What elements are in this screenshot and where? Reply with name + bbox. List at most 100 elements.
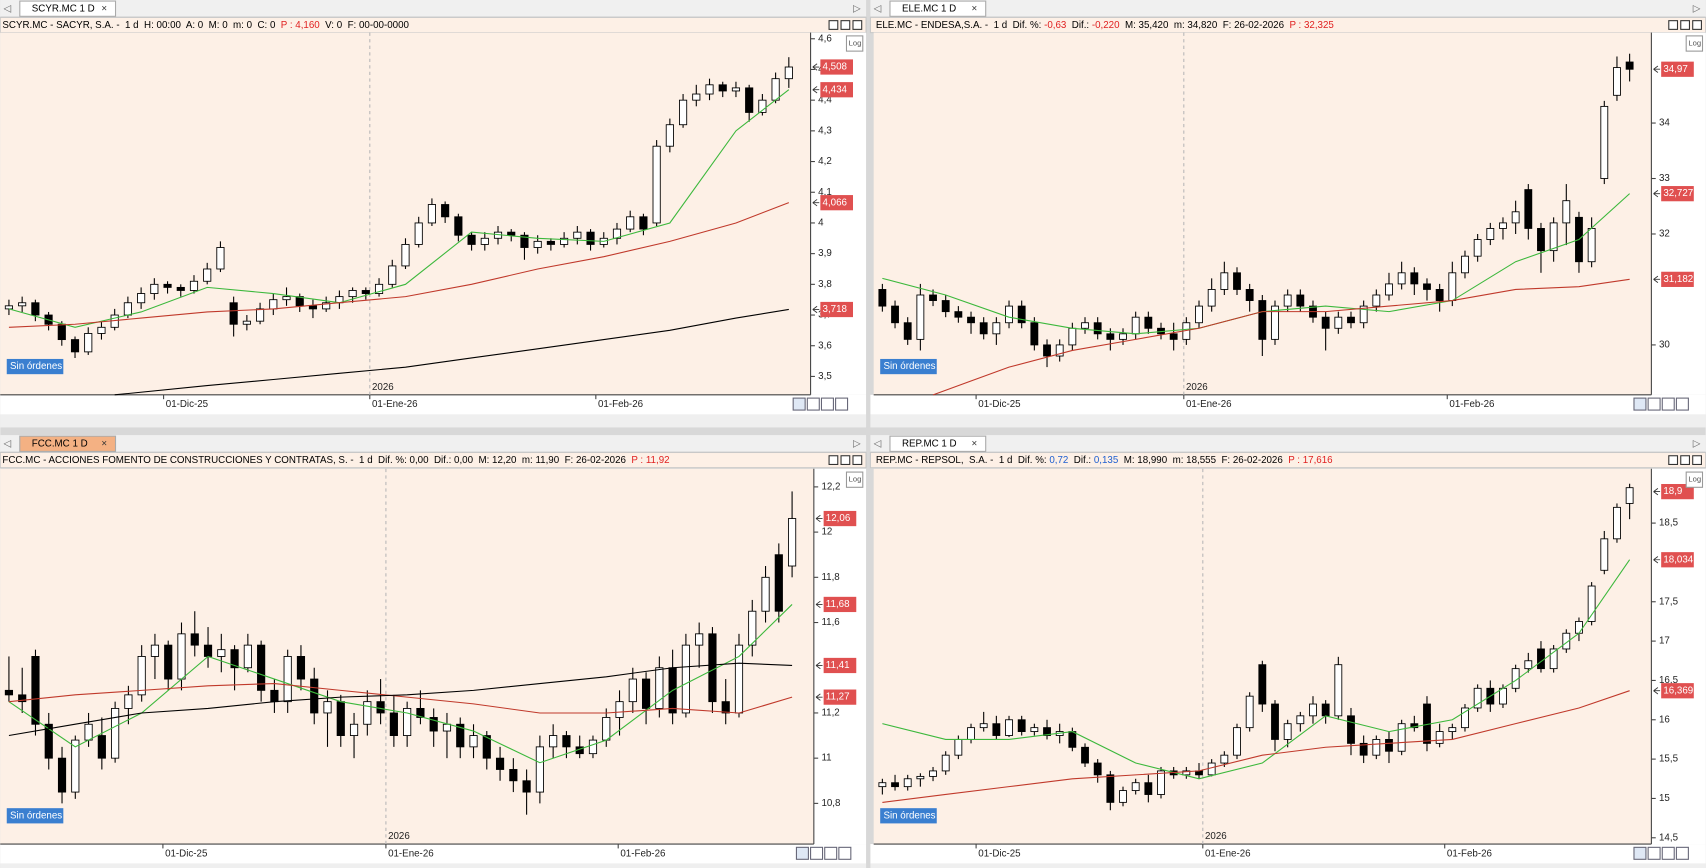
orders-badge[interactable] (880, 358, 937, 375)
window-button[interactable] (828, 455, 839, 465)
toolbar-button[interactable] (1661, 397, 1675, 411)
candle-body (507, 231, 516, 236)
window-button[interactable] (1668, 20, 1679, 30)
toolbar-button[interactable] (1675, 397, 1689, 411)
tab[interactable] (19, 0, 117, 17)
window-button[interactable] (1680, 455, 1690, 465)
tab-label[interactable]: ELE.MC 1 D (902, 3, 956, 14)
toolbar-button[interactable] (1661, 846, 1675, 860)
candle-body (588, 739, 598, 755)
tag-arrow (815, 514, 823, 523)
candle-body (1207, 762, 1216, 776)
tab[interactable] (889, 0, 987, 17)
orders-badge[interactable] (6, 808, 64, 824)
candle-body (31, 302, 40, 316)
toolbar-button[interactable] (820, 397, 834, 411)
toolbar-button[interactable] (1647, 397, 1661, 411)
orders-badge[interactable] (880, 808, 937, 824)
candle-body (137, 293, 146, 304)
candle-body (1220, 754, 1229, 764)
price-tag-label: 12,06 (826, 513, 850, 524)
window-button[interactable] (1668, 455, 1679, 465)
candle-body (1271, 703, 1279, 740)
orders-badge-label[interactable]: Sin órdenes (10, 361, 62, 372)
tab[interactable] (19, 435, 117, 452)
tab[interactable] (889, 435, 987, 452)
candle-body (429, 717, 438, 732)
window-button[interactable] (840, 455, 851, 465)
toolbar-button[interactable] (1675, 846, 1689, 860)
tab-close[interactable]: × (101, 3, 107, 14)
candle-body (1119, 333, 1127, 340)
candle-body (522, 780, 531, 793)
toolbar-button[interactable] (824, 846, 838, 860)
toolbar-button[interactable] (810, 846, 824, 860)
price-tag (1661, 552, 1694, 568)
window-button[interactable] (852, 20, 863, 30)
candle-body (1017, 719, 1026, 733)
price-tag (1661, 186, 1694, 202)
header-bar (0, 451, 867, 469)
window-button[interactable] (852, 455, 863, 465)
header-segment: 0,72 (1049, 455, 1068, 466)
y-tick-label: 4,2 (818, 156, 832, 167)
candle-body (1283, 294, 1292, 307)
candle-body (243, 644, 252, 669)
toolbar-button[interactable] (838, 846, 852, 860)
tab-arrow: ◁ (3, 438, 11, 449)
candle-body (348, 290, 357, 298)
header-segment: V: 0 F: 00-00-0000 (320, 20, 410, 31)
tab-close[interactable]: × (101, 438, 107, 449)
candle-body (1068, 731, 1077, 748)
y-tick-label: 4,6 (818, 33, 832, 44)
log-button-label[interactable]: Log (849, 39, 862, 48)
candle-body (203, 268, 212, 282)
orders-badge[interactable] (6, 358, 64, 375)
candle-body (467, 234, 476, 245)
log-button-label[interactable]: Log (849, 475, 862, 484)
price-tag (823, 657, 857, 674)
candle-body (1410, 272, 1419, 285)
toolbar-button[interactable] (835, 397, 849, 411)
candle-body (1309, 703, 1317, 717)
orders-badge-label[interactable]: Sin órdenes (10, 810, 62, 821)
tab-bar (870, 435, 1706, 452)
price-tag (1661, 271, 1694, 287)
candle-body (177, 633, 186, 680)
tab-label[interactable]: FCC.MC 1 D (32, 438, 88, 449)
log-button-label[interactable]: Log (1688, 39, 1701, 48)
toolbar-button[interactable] (795, 846, 809, 860)
log-button[interactable] (1685, 471, 1704, 488)
candle-body (150, 283, 159, 294)
log-button[interactable] (845, 35, 864, 52)
y-axis-area (1651, 32, 1706, 395)
tab-close[interactable]: × (972, 3, 978, 14)
toolbar-button[interactable] (1633, 397, 1647, 411)
candle-body (929, 294, 937, 301)
toolbar-button[interactable] (1647, 846, 1661, 860)
window-button[interactable] (1680, 20, 1690, 30)
window-button[interactable] (1692, 20, 1702, 30)
log-button-label[interactable]: Log (1688, 475, 1701, 484)
log-button[interactable] (1685, 35, 1704, 52)
candle-body (229, 302, 238, 325)
orders-badge-label[interactable]: Sin órdenes (883, 361, 935, 372)
candle-body (70, 339, 80, 353)
window-button[interactable] (1692, 455, 1702, 465)
orders-badge-label[interactable]: Sin órdenes (883, 810, 935, 821)
window-button[interactable] (828, 20, 839, 30)
window-button[interactable] (840, 20, 851, 30)
tab-close[interactable]: × (972, 438, 978, 449)
tab-label[interactable]: SCYR.MC 1 D (32, 3, 95, 14)
chart-panel: ◁ ▷ FCC.MC 1 D × FCC.MC - ACCIONES FOMENTO D… (0, 435, 867, 868)
toolbar-button[interactable] (806, 397, 820, 411)
toolbar-button[interactable] (1633, 846, 1647, 860)
price-tag-label: 18,9 (1663, 486, 1682, 497)
log-button[interactable] (845, 471, 864, 488)
chart-panel: ◁ ▷ ELE.MC 1 D × ELE.MC - ENDESA,S.A. - 1 d … (869, 0, 1706, 428)
tab-label[interactable]: REP.MC 1 D (902, 438, 957, 449)
toolbar-button[interactable] (792, 397, 806, 411)
price-tag (1661, 61, 1694, 77)
candle-body (748, 610, 757, 646)
candle-body (401, 243, 410, 267)
